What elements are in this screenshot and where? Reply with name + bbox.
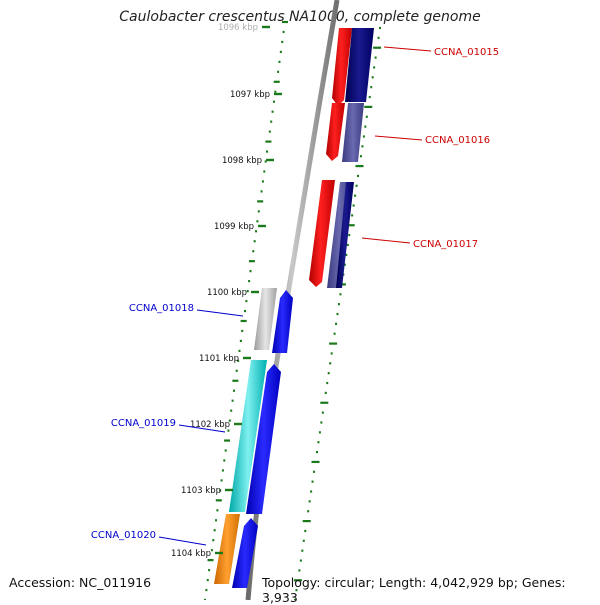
gene-label-leader (383, 46, 432, 52)
scale-tick-label: 1096 kbp (218, 23, 258, 33)
gene-label-ccna-01019[interactable]: CCNA_01019 (111, 418, 176, 429)
forward-strand-features (214, 288, 293, 588)
gene-label-leader (361, 237, 411, 244)
cds-ccna-01017-navy[interactable] (336, 182, 354, 288)
gene-label-leader (158, 536, 207, 546)
kbp-scale: 1096 kbp 1097 kbp 1098 kbp 1099 kbp 1100 kbp… (171, 23, 282, 559)
cds-ccna-01020-blue[interactable] (232, 518, 258, 588)
scale-tick-label: 1103 kbp (181, 486, 221, 496)
gene-label-ccna-01016[interactable]: CCNA_01016 (425, 135, 490, 146)
gene-label-ccna-01018[interactable]: CCNA_01018 (129, 303, 194, 314)
gene-label-leader (196, 309, 244, 317)
cds-ccna-01017-red[interactable] (309, 180, 335, 287)
gc-content-track (204, 20, 382, 600)
cds-ccna-01016-red[interactable] (326, 103, 345, 161)
scale-tick-label: 1104 kbp (171, 549, 211, 559)
gene-label-ccna-01020[interactable]: CCNA_01020 (91, 530, 156, 541)
map-title: Caulobacter crescentus NA1000, complete … (119, 9, 481, 25)
scale-tick-label: 1098 kbp (222, 156, 262, 166)
gene-label-leader (374, 135, 423, 141)
gene-label-ccna-01017[interactable]: CCNA_01017 (413, 239, 478, 250)
cds-ccna-01020-orange[interactable] (214, 514, 240, 584)
gene-label-leader (178, 424, 226, 433)
cds-ccna-01018-grey[interactable] (254, 288, 277, 350)
scale-tick-label: 1097 kbp (230, 90, 270, 100)
gene-label-ccna-01015[interactable]: CCNA_01015 (434, 47, 499, 58)
gene-labels: CCNA_01015 CCNA_01016 CCNA_01017 CCNA_01018… (91, 46, 499, 546)
scale-tick-label: 1101 kbp (199, 354, 239, 364)
scale-tick-label: 1099 kbp (214, 222, 254, 232)
cds-ccna-01016-purple[interactable] (342, 103, 364, 162)
topology-text: Topology: circular; Length: 4,042,929 bp… (262, 575, 566, 605)
cds-ccna-01018-blue[interactable] (272, 290, 293, 353)
cds-ccna-01015-red[interactable] (332, 28, 352, 106)
cds-ccna-01019-blue[interactable] (246, 364, 281, 514)
accession-text: Accession: NC_011916 (9, 575, 152, 590)
cds-ccna-01019-cyan[interactable] (229, 360, 267, 512)
scale-tick-label: 1102 kbp (190, 420, 230, 430)
cds-ccna-01015-navy[interactable] (345, 28, 374, 102)
reverse-strand-features (309, 28, 374, 288)
scale-tick-label: 1100 kbp (207, 288, 247, 298)
